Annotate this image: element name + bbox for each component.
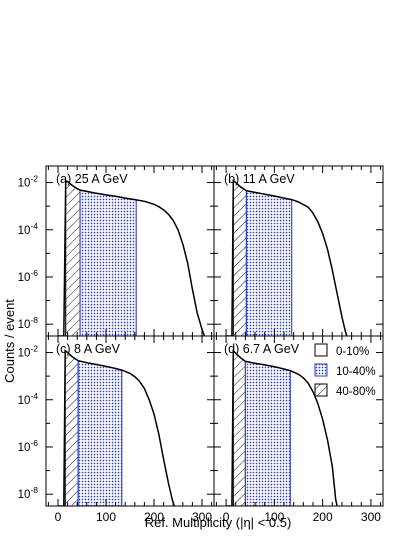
x-tick-label: 300: [192, 510, 212, 524]
band-40-80pct: [64, 349, 79, 506]
y-tick-label: 10-8: [18, 485, 39, 501]
panel-label: (b) 11 A GeV: [224, 172, 295, 186]
band-40-80pct: [232, 349, 246, 506]
legend-swatch-40-80: [314, 383, 328, 397]
distribution-curve: [226, 348, 338, 506]
legend-label-10-40: 10-40%: [336, 366, 376, 378]
y-tick-label: 10-2: [18, 344, 39, 360]
y-tick-label: 10-8: [18, 315, 39, 331]
panel-frame: [213, 335, 384, 507]
x-tick-label: 200: [144, 510, 164, 524]
x-tick-label: 100: [96, 510, 116, 524]
distribution-curve: [226, 179, 348, 336]
legend-label-0-10: 0-10%: [336, 346, 369, 358]
band-10-40pct: [245, 190, 293, 336]
y-tick-label: 10-4: [18, 391, 39, 407]
band-40-80pct: [65, 179, 81, 336]
y-tick-label: 10-2: [18, 174, 39, 190]
legend-swatch-10-40: [314, 363, 328, 377]
band-10-40pct: [77, 360, 123, 506]
panel-label: (d) 6.7 A GeV: [224, 342, 300, 356]
y-tick-label: 10-4: [18, 221, 39, 237]
y-axis-label: Counts / event: [2, 299, 17, 383]
x-axis-label: Ref. Multiplicity (|η| < 0.5): [145, 515, 292, 530]
y-tick-label: 10-6: [18, 438, 39, 454]
panel-label: (c) 8 A GeV: [56, 342, 121, 356]
legend-label-40-80: 40-80%: [336, 386, 376, 398]
panel-a: 10-2 10-4 10-6 10-8 (a) 25 A GeV: [18, 165, 215, 337]
panel-c: 0 100 200 300 10-2 10-4 10-6 10-8 (c) 8 A GeV: [18, 335, 215, 524]
legend-swatch-0-10: [314, 343, 328, 357]
band-10-40pct: [244, 360, 291, 506]
x-tick-label: 200: [313, 510, 333, 524]
x-tick-label: 0: [223, 510, 230, 524]
x-tick-label: 100: [264, 510, 284, 524]
distribution-curve: [58, 179, 206, 336]
band-10-40pct: [79, 189, 137, 336]
x-tick-label: 0: [55, 510, 62, 524]
y-tick-label: 10-6: [18, 268, 39, 284]
panel-label: (a) 25 A GeV: [56, 172, 128, 186]
distribution-curve: [58, 349, 175, 506]
band-40-80pct: [232, 179, 247, 336]
panel-b: (b) 11 A GeV: [213, 165, 384, 337]
panel-d: 0 100 200 300 (d) 6.7 A GeV: [213, 335, 384, 524]
x-tick-label: 300: [361, 510, 381, 524]
legend: 0-10% 10-40% 40-80%: [314, 343, 376, 398]
